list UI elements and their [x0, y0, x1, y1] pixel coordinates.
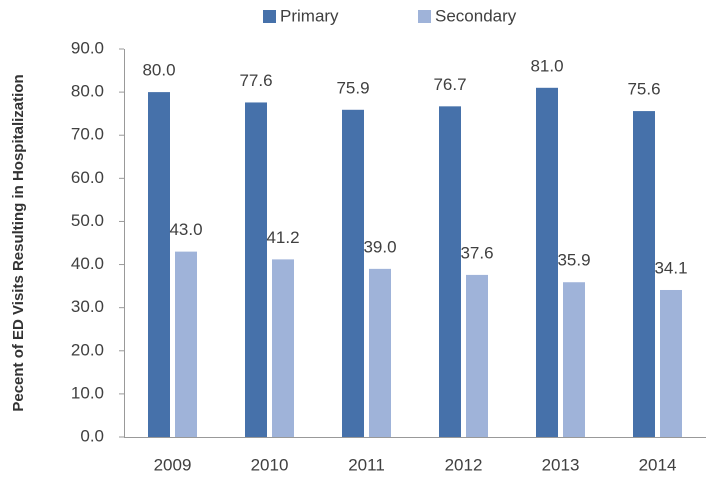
x-tick-label: 2014	[639, 455, 677, 474]
bar	[369, 268, 391, 437]
legend-label: Secondary	[435, 6, 517, 25]
value-label: 77.6	[239, 71, 272, 90]
bar	[633, 111, 655, 437]
y-tick-label: 70.0	[71, 125, 104, 144]
value-label: 41.2	[266, 228, 299, 247]
bar	[272, 259, 294, 437]
value-label: 80.0	[142, 61, 175, 80]
value-label: 39.0	[363, 237, 396, 256]
value-label: 75.6	[627, 80, 660, 99]
bar	[175, 251, 197, 437]
y-tick-label: 0.0	[80, 426, 104, 445]
x-tick-label: 2009	[154, 455, 192, 474]
legend-swatch	[263, 10, 276, 23]
x-tick-label: 2013	[542, 455, 580, 474]
bar	[660, 289, 682, 437]
y-tick-label: 60.0	[71, 168, 104, 187]
value-label: 43.0	[169, 220, 202, 239]
y-axis-label: Pecent of ED Visits Resulting in Hospita…	[10, 74, 27, 411]
value-label: 35.9	[557, 251, 590, 270]
y-tick-label: 80.0	[71, 82, 104, 101]
y-tick-label: 50.0	[71, 211, 104, 230]
value-label: 34.1	[654, 258, 687, 277]
bar	[563, 282, 585, 437]
bar	[439, 106, 461, 438]
bar	[536, 87, 558, 438]
legend-label: Primary	[280, 6, 339, 25]
y-tick-label: 40.0	[71, 254, 104, 273]
legend-swatch	[418, 10, 431, 23]
y-tick-label: 10.0	[71, 383, 104, 402]
value-label: 75.9	[336, 78, 369, 97]
bar	[245, 102, 267, 438]
y-tick-label: 20.0	[71, 340, 104, 359]
value-label: 37.6	[460, 243, 493, 262]
x-tick-label: 2010	[251, 455, 289, 474]
bar	[342, 109, 364, 437]
bar	[148, 92, 170, 437]
y-tick-label: 90.0	[71, 38, 104, 57]
bar	[466, 274, 488, 437]
x-tick-label: 2012	[445, 455, 483, 474]
x-tick-label: 2011	[348, 455, 385, 474]
y-tick-label: 30.0	[71, 297, 104, 316]
value-label: 81.0	[530, 56, 563, 75]
value-label: 76.7	[433, 75, 466, 94]
